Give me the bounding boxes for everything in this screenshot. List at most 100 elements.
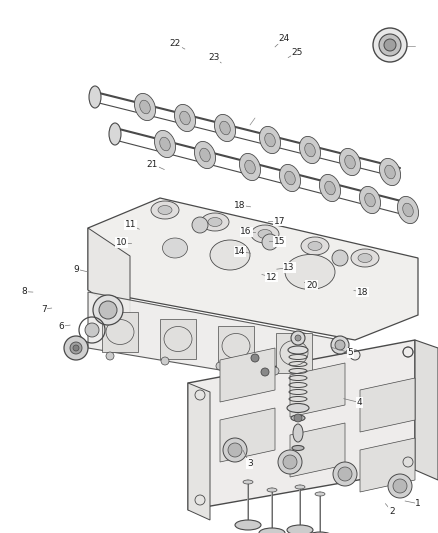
Text: 7: 7 (41, 305, 47, 313)
Text: 5: 5 (347, 349, 353, 357)
Polygon shape (415, 340, 438, 480)
Polygon shape (220, 408, 275, 462)
Ellipse shape (200, 148, 210, 162)
Circle shape (70, 342, 82, 354)
Ellipse shape (397, 196, 419, 223)
Text: 10: 10 (116, 238, 127, 247)
Polygon shape (188, 383, 210, 520)
Ellipse shape (245, 160, 255, 174)
Circle shape (332, 250, 348, 266)
Ellipse shape (174, 104, 195, 132)
Polygon shape (276, 333, 312, 373)
Circle shape (73, 345, 79, 351)
Polygon shape (218, 326, 254, 366)
Ellipse shape (308, 241, 322, 251)
Text: 11: 11 (125, 221, 136, 229)
Circle shape (192, 217, 208, 233)
Polygon shape (88, 292, 340, 390)
Ellipse shape (295, 485, 305, 489)
Ellipse shape (351, 249, 379, 267)
Polygon shape (290, 423, 345, 477)
Ellipse shape (235, 520, 261, 530)
Ellipse shape (155, 131, 176, 158)
Ellipse shape (358, 254, 372, 262)
Circle shape (326, 372, 334, 380)
Ellipse shape (265, 133, 275, 147)
Ellipse shape (291, 415, 305, 421)
Text: 17: 17 (274, 217, 285, 225)
Ellipse shape (292, 446, 304, 450)
Text: 24: 24 (278, 34, 290, 43)
Polygon shape (88, 228, 130, 318)
Circle shape (278, 450, 302, 474)
Text: 25: 25 (291, 48, 303, 56)
Circle shape (393, 479, 407, 493)
Ellipse shape (345, 155, 355, 169)
Circle shape (93, 295, 123, 325)
Circle shape (216, 362, 224, 370)
Circle shape (338, 467, 352, 481)
Ellipse shape (240, 154, 261, 181)
Ellipse shape (403, 203, 413, 217)
Ellipse shape (287, 525, 313, 533)
Ellipse shape (360, 187, 381, 214)
Text: 12: 12 (266, 273, 277, 281)
Ellipse shape (243, 480, 253, 484)
Text: 4: 4 (357, 398, 362, 407)
Circle shape (262, 234, 278, 250)
Ellipse shape (151, 201, 179, 219)
Ellipse shape (305, 143, 315, 157)
Ellipse shape (285, 254, 335, 289)
Circle shape (161, 357, 169, 365)
Circle shape (373, 28, 407, 62)
Circle shape (223, 438, 247, 462)
Text: 9: 9 (74, 265, 80, 273)
Circle shape (384, 39, 396, 51)
Text: 6: 6 (58, 322, 64, 330)
Polygon shape (188, 340, 415, 510)
Circle shape (294, 414, 302, 422)
Circle shape (99, 301, 117, 319)
Text: 8: 8 (21, 287, 27, 296)
Text: 1: 1 (415, 499, 421, 508)
Ellipse shape (208, 217, 222, 227)
Polygon shape (102, 312, 138, 352)
Text: 20: 20 (306, 281, 318, 289)
Ellipse shape (89, 86, 101, 108)
Ellipse shape (293, 424, 303, 442)
Ellipse shape (259, 528, 285, 533)
Ellipse shape (288, 346, 308, 354)
Text: 16: 16 (240, 228, 252, 236)
Ellipse shape (201, 213, 229, 231)
Circle shape (283, 455, 297, 469)
Ellipse shape (300, 136, 321, 164)
Circle shape (64, 336, 88, 360)
Ellipse shape (301, 237, 329, 255)
Ellipse shape (210, 240, 250, 270)
Circle shape (251, 354, 259, 362)
Circle shape (228, 443, 242, 457)
Ellipse shape (215, 115, 236, 142)
Ellipse shape (315, 492, 325, 496)
Ellipse shape (134, 93, 155, 120)
Ellipse shape (251, 225, 279, 243)
Circle shape (261, 368, 269, 376)
Ellipse shape (319, 174, 341, 201)
Polygon shape (160, 319, 196, 359)
Ellipse shape (194, 141, 215, 168)
Circle shape (335, 340, 345, 350)
Polygon shape (360, 378, 415, 432)
Circle shape (271, 367, 279, 375)
Text: 2: 2 (389, 507, 395, 516)
Text: 15: 15 (274, 237, 285, 246)
Circle shape (85, 323, 99, 337)
Text: 21: 21 (147, 160, 158, 168)
Polygon shape (290, 363, 345, 417)
Ellipse shape (109, 123, 121, 145)
Ellipse shape (285, 171, 295, 185)
Ellipse shape (162, 238, 187, 258)
Ellipse shape (307, 532, 333, 533)
Ellipse shape (180, 111, 190, 125)
Text: 14: 14 (234, 247, 246, 256)
Circle shape (331, 336, 349, 354)
